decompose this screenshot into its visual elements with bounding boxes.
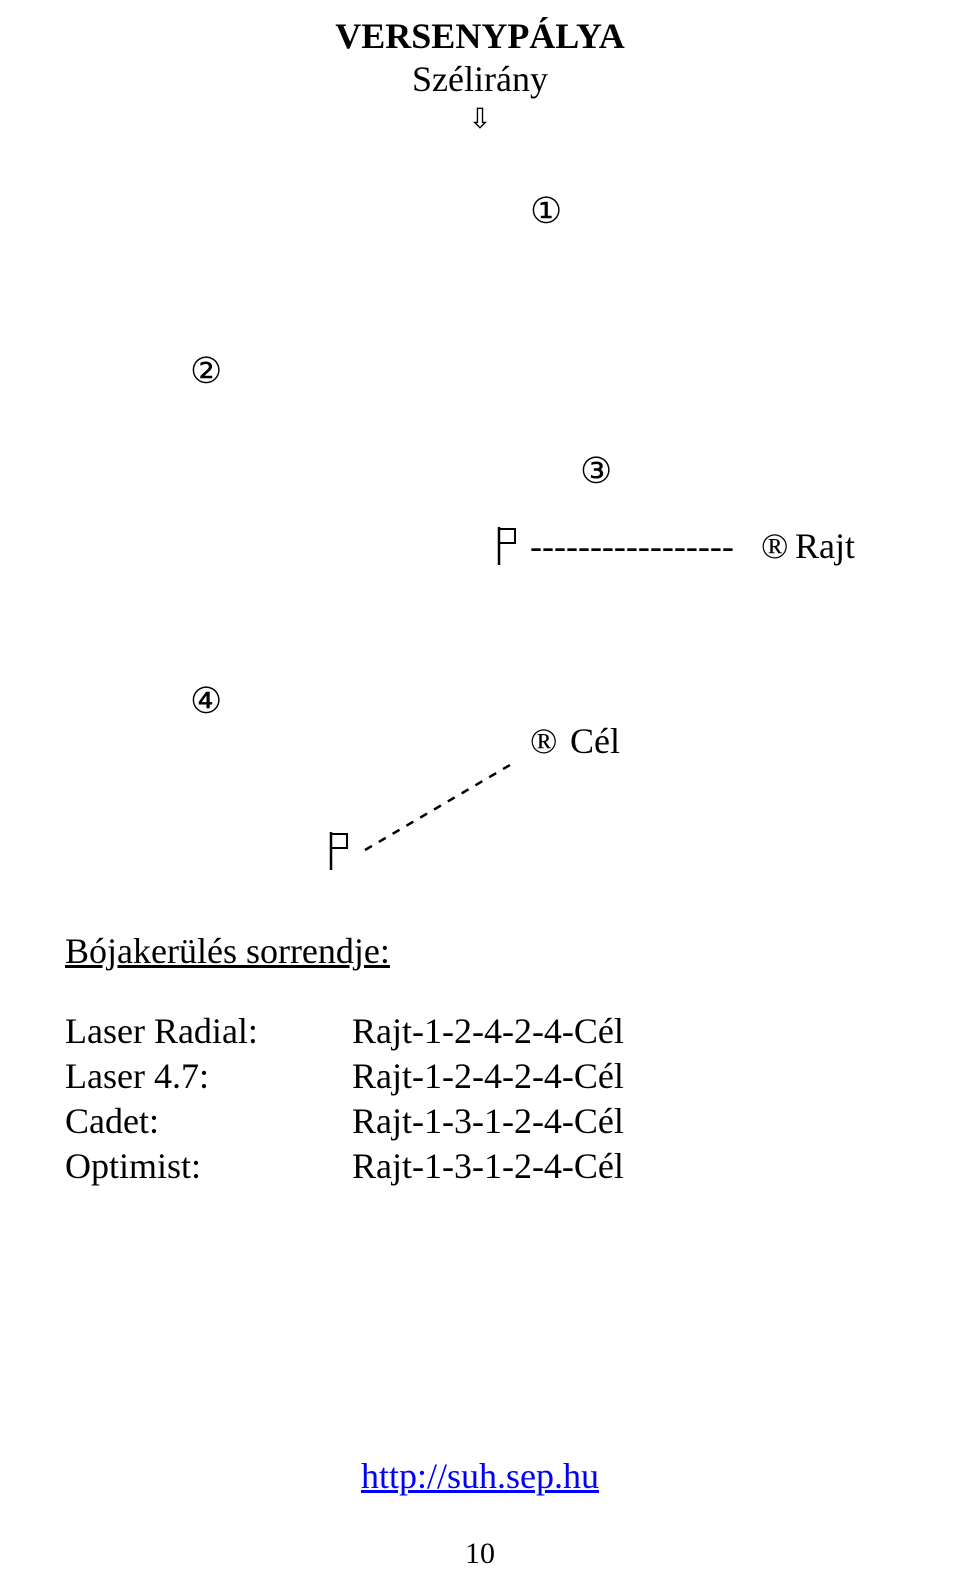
mark-2: ② xyxy=(190,350,222,392)
start-line-dashes: ----------------- xyxy=(530,525,734,567)
row-value: Rajt-1-2-4-2-4-Cél xyxy=(352,1010,624,1052)
finish-flag-icon xyxy=(325,830,353,872)
mark-1: ① xyxy=(530,190,562,232)
row-label: Laser 4.7: xyxy=(65,1055,343,1097)
footer-link[interactable]: http://suh.sep.hu xyxy=(0,1455,960,1497)
table-row: Laser 4.7: Rajt-1-2-4-2-4-Cél xyxy=(65,1055,624,1097)
start-flag-icon xyxy=(493,525,521,567)
page-title: VERSENYPÁLYA xyxy=(0,15,960,57)
table-row: Laser Radial: Rajt-1-2-4-2-4-Cél xyxy=(65,1010,624,1052)
row-label: Cadet: xyxy=(65,1100,343,1142)
finish-label: Cél xyxy=(570,720,620,762)
row-label: Optimist: xyxy=(65,1145,343,1187)
mark-3: ③ xyxy=(580,450,612,492)
start-label: Rajt xyxy=(795,525,855,567)
row-value: Rajt-1-3-1-2-4-Cél xyxy=(352,1100,624,1142)
row-value: Rajt-1-3-1-2-4-Cél xyxy=(352,1145,624,1187)
table-row: Cadet: Rajt-1-3-1-2-4-Cél xyxy=(65,1100,624,1142)
row-label: Laser Radial: xyxy=(65,1010,343,1052)
start-symbol: ® xyxy=(761,525,788,567)
page-number: 10 xyxy=(0,1537,960,1571)
finish-line-dashes xyxy=(355,760,515,860)
wind-arrow-icon: ⇩ xyxy=(468,102,491,136)
page-subtitle: Szélirány xyxy=(0,58,960,100)
section-title: Bójakerülés sorrendje: xyxy=(65,930,390,972)
page: VERSENYPÁLYA Szélirány ⇩ ① ② ③ ---------… xyxy=(0,0,960,1593)
finish-symbol: ® xyxy=(530,720,557,762)
row-value: Rajt-1-2-4-2-4-Cél xyxy=(352,1055,624,1097)
table-row: Optimist: Rajt-1-3-1-2-4-Cél xyxy=(65,1145,624,1187)
mark-4: ④ xyxy=(190,680,222,722)
